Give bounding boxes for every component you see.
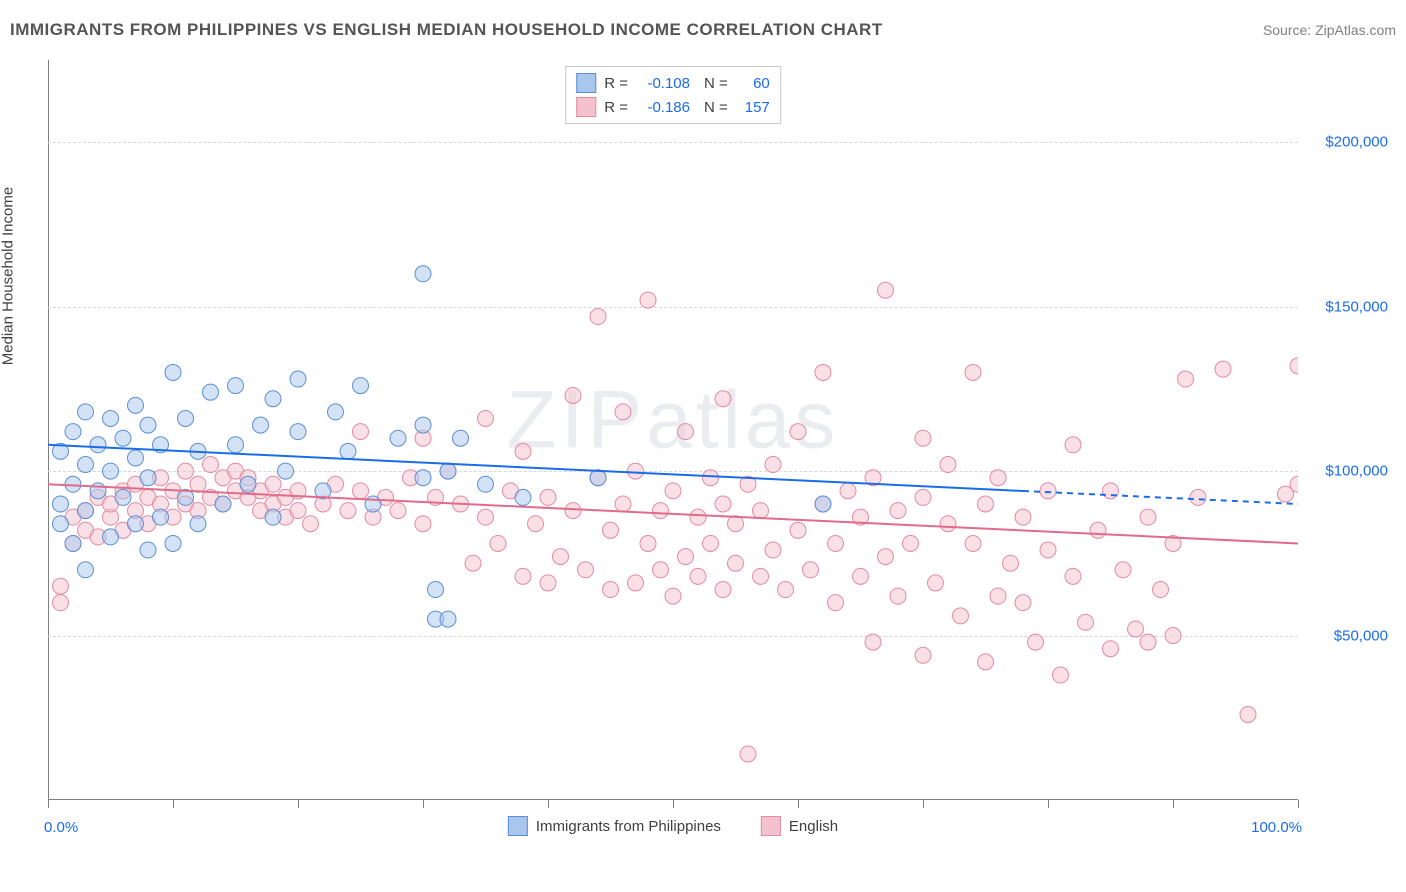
chart-area: ZIPatlas R = -0.108 N = 60 R = -0.186 N … [48, 60, 1298, 800]
swatch-philippines [576, 73, 596, 93]
x-tick [1048, 800, 1049, 808]
x-tick [298, 800, 299, 808]
y-tick-label: $100,000 [1308, 463, 1388, 480]
page-title: IMMIGRANTS FROM PHILIPPINES VS ENGLISH M… [10, 20, 883, 40]
legend-row-english: R = -0.186 N = 157 [576, 95, 770, 119]
swatch-philippines-bottom [508, 816, 528, 836]
x-tick [423, 800, 424, 808]
n-value-philippines: 60 [736, 75, 770, 92]
x-tick [48, 800, 49, 808]
legend-item-english: English [761, 816, 838, 836]
x-tick [173, 800, 174, 808]
y-tick-label: $200,000 [1308, 134, 1388, 151]
legend-label-philippines: Immigrants from Philippines [536, 818, 721, 835]
source-attribution: Source: ZipAtlas.com [1263, 22, 1396, 38]
correlation-legend: R = -0.108 N = 60 R = -0.186 N = 157 [565, 66, 781, 124]
y-tick-label: $150,000 [1308, 298, 1388, 315]
y-tick-label: $50,000 [1308, 627, 1388, 644]
x-tick-label-left: 0.0% [44, 819, 78, 836]
r-value-english: -0.186 [636, 99, 690, 116]
r-value-philippines: -0.108 [636, 75, 690, 92]
x-tick [673, 800, 674, 808]
legend-label-english: English [789, 818, 838, 835]
x-tick [1173, 800, 1174, 808]
x-tick [923, 800, 924, 808]
scatter-plot [48, 60, 1298, 800]
x-tick [548, 800, 549, 808]
x-tick [1298, 800, 1299, 808]
n-value-english: 157 [736, 99, 770, 116]
y-axis-label: Median Household Income [0, 187, 17, 365]
legend-row-philippines: R = -0.108 N = 60 [576, 71, 770, 95]
x-tick-label-right: 100.0% [1251, 819, 1302, 836]
legend-item-philippines: Immigrants from Philippines [508, 816, 721, 836]
x-tick [798, 800, 799, 808]
series-legend: Immigrants from Philippines English [508, 816, 838, 836]
swatch-english-bottom [761, 816, 781, 836]
swatch-english [576, 97, 596, 117]
